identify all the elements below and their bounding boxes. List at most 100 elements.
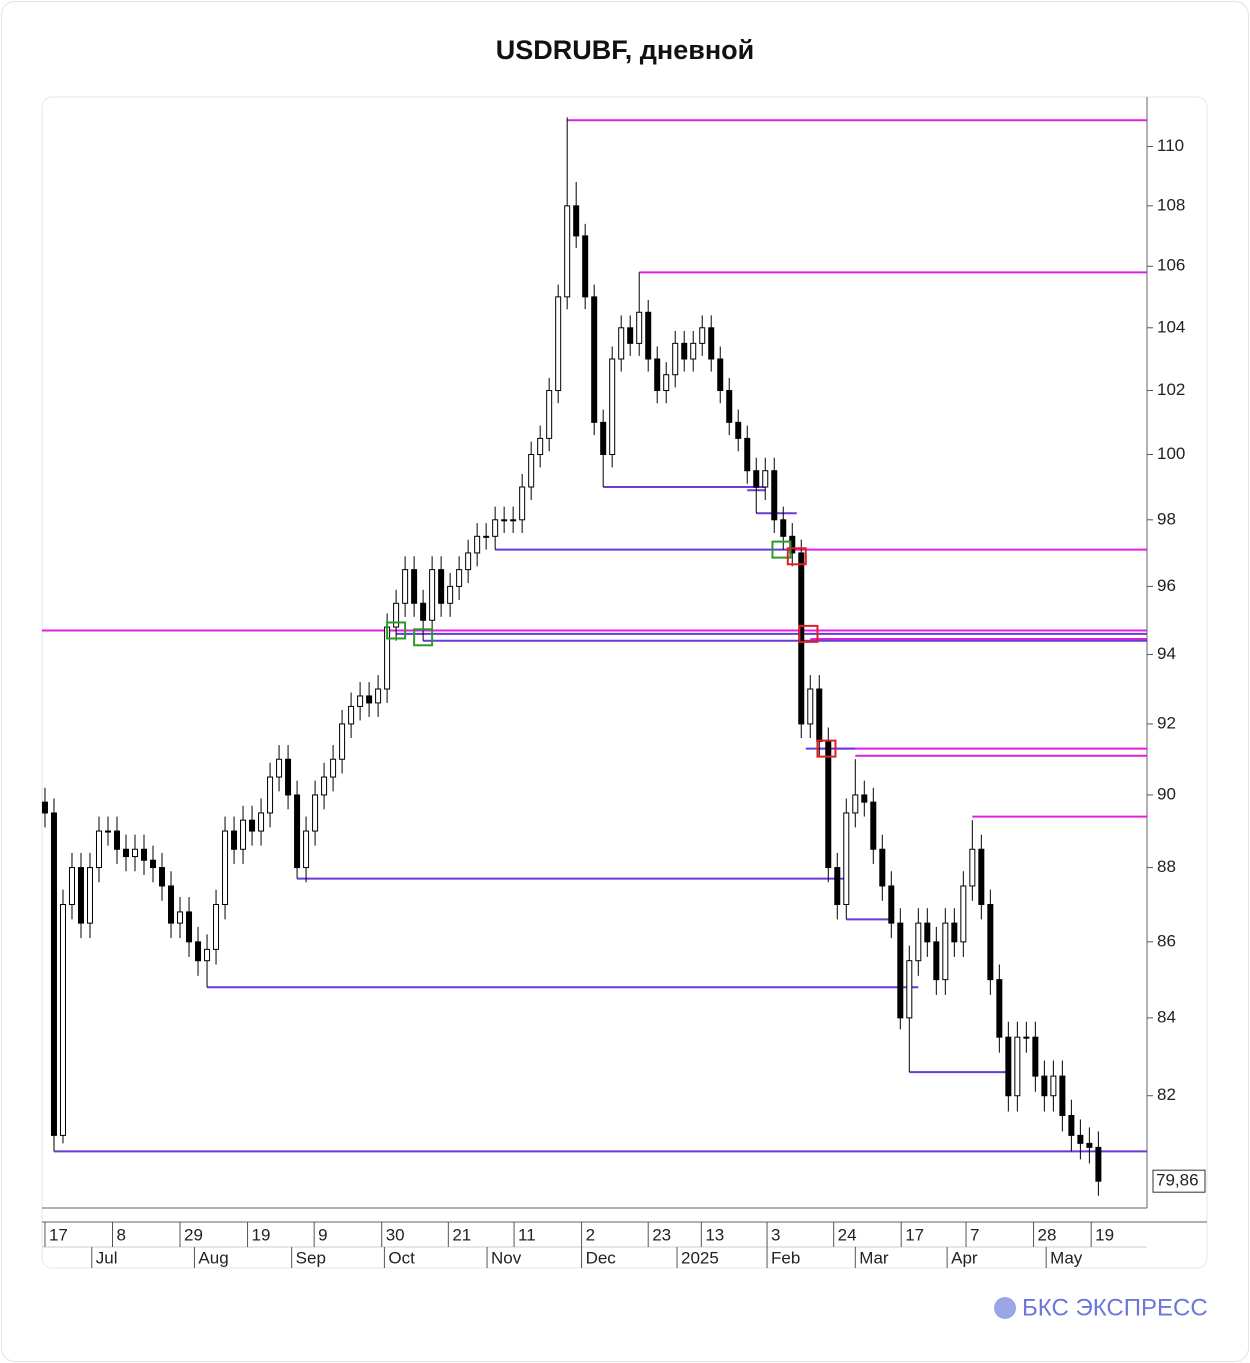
x-tick-label: 24 <box>838 1225 857 1244</box>
x-tick-label: 7 <box>970 1225 979 1244</box>
candle-body <box>609 358 616 456</box>
candle-body <box>717 358 724 392</box>
candle-body <box>519 486 526 521</box>
candle-body <box>618 327 625 360</box>
candle-body <box>86 867 93 924</box>
candle-body <box>915 922 922 962</box>
candle-body <box>104 830 111 833</box>
candle-body <box>285 758 292 796</box>
y-tick-label: 86 <box>1157 931 1176 950</box>
candle-body <box>177 911 184 924</box>
chart-panel <box>41 96 1208 1269</box>
candle-body <box>933 941 940 981</box>
candle-body <box>68 867 75 905</box>
candle-body <box>456 569 463 587</box>
x-tick-label: Jul <box>96 1248 118 1267</box>
x-tick-label: Sep <box>296 1248 326 1267</box>
candle-body <box>483 535 490 538</box>
x-tick-label: Feb <box>771 1248 800 1267</box>
candle-body <box>591 296 598 423</box>
candle-body <box>222 830 229 905</box>
candle-body <box>546 390 553 439</box>
candle-body <box>1023 1036 1030 1039</box>
candle-body <box>708 327 715 360</box>
last-price-label: 79,86 <box>1156 1171 1199 1190</box>
candle-body <box>600 421 607 456</box>
y-tick-label: 94 <box>1157 644 1176 663</box>
candle-body <box>735 421 742 439</box>
candle-body <box>663 374 670 392</box>
candle-body <box>402 569 409 604</box>
candle-body <box>1068 1115 1075 1136</box>
candle-body <box>159 867 166 887</box>
candle-body <box>924 922 931 943</box>
candle-body <box>987 903 994 981</box>
y-tick-label: 108 <box>1157 195 1185 214</box>
x-tick-label: 21 <box>452 1225 471 1244</box>
x-tick-label: 9 <box>318 1225 327 1244</box>
candle-body <box>77 867 84 924</box>
candle-body <box>996 979 1003 1038</box>
candle-body <box>843 812 850 905</box>
x-tick-label: Dec <box>586 1248 617 1267</box>
candle-body <box>825 741 832 869</box>
x-tick-label: Nov <box>491 1248 522 1267</box>
candle-body <box>870 801 877 850</box>
candle-body <box>951 922 958 943</box>
candle-body <box>492 519 499 537</box>
candle-body <box>744 437 751 472</box>
candle-body <box>168 885 175 924</box>
candle-body <box>726 390 733 423</box>
candle-body <box>897 922 904 1019</box>
chart-title: USDRUBF, дневной <box>496 35 754 65</box>
y-tick-label: 98 <box>1157 509 1176 528</box>
candle-body <box>942 922 949 981</box>
candle-body <box>393 602 400 628</box>
signal-marker <box>771 540 792 559</box>
candle-body <box>195 941 202 962</box>
candle-body <box>1077 1134 1084 1144</box>
x-tick-label: 29 <box>184 1225 203 1244</box>
candle-body <box>231 830 238 850</box>
candle-body <box>240 819 247 850</box>
x-tick-label: 19 <box>252 1225 271 1244</box>
candle-body <box>330 758 337 778</box>
candle-body <box>113 830 120 850</box>
candle-body <box>249 819 256 832</box>
candle-body <box>834 867 841 905</box>
candle-body <box>447 585 454 604</box>
y-tick-label: 100 <box>1157 444 1185 463</box>
y-tick-label: 110 <box>1157 136 1184 155</box>
signal-marker <box>413 628 434 647</box>
x-tick-label: 30 <box>386 1225 405 1244</box>
candle-body <box>645 311 652 360</box>
candle-body <box>204 948 211 962</box>
x-tick-label: May <box>1050 1248 1083 1267</box>
candle-body <box>780 519 787 537</box>
candle-body <box>573 205 580 237</box>
candle-body <box>762 470 769 488</box>
candle-body <box>294 794 301 869</box>
candle-body <box>627 327 634 344</box>
y-tick-label: 82 <box>1157 1085 1176 1104</box>
x-tick-label: 11 <box>518 1225 536 1244</box>
candle-body <box>1086 1142 1093 1148</box>
candle-body <box>960 885 967 943</box>
y-tick-label: 102 <box>1157 380 1185 399</box>
candle-body <box>186 911 193 943</box>
candle-body <box>906 960 913 1019</box>
candle-body <box>528 454 535 488</box>
y-tick-label: 104 <box>1157 317 1185 336</box>
brand-name: БКС ЭКСПРЕСС <box>1022 1294 1208 1321</box>
candle-body <box>150 859 157 869</box>
candle-body <box>816 688 823 743</box>
candle-body <box>654 358 661 392</box>
candle-body <box>1095 1146 1102 1182</box>
y-tick-label: 92 <box>1157 713 1176 732</box>
x-tick-label: 2025 <box>681 1248 719 1267</box>
candle-body <box>969 848 976 887</box>
y-tick-label: 84 <box>1157 1007 1176 1026</box>
x-tick-label: Mar <box>859 1248 889 1267</box>
x-tick-label: Apr <box>951 1248 978 1267</box>
candle-body <box>852 794 859 814</box>
